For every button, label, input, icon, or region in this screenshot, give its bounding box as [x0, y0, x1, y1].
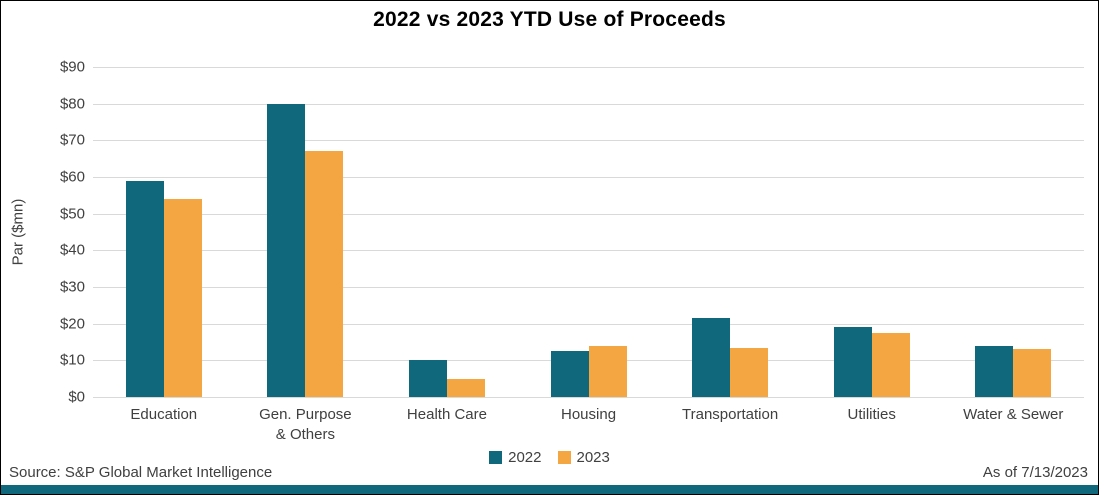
- y-tick-label: $30: [59, 278, 85, 296]
- bar-2023: [163, 199, 202, 397]
- gridline: [93, 177, 1084, 178]
- bar-2023: [305, 151, 344, 397]
- x-axis-label: Housing: [561, 406, 617, 423]
- gridline: [93, 250, 1084, 252]
- y-axis-title: Par ($mn): [1, 67, 35, 397]
- legend-label: 2022: [508, 449, 542, 466]
- legend-swatch: [489, 451, 503, 464]
- y-tick-label: $80: [59, 95, 85, 113]
- gridline: [93, 323, 1084, 325]
- x-axis-label: Education: [130, 406, 198, 423]
- legend-item: 2022: [489, 449, 542, 466]
- plot-area: [93, 67, 1084, 398]
- legend-item: 2023: [557, 449, 610, 466]
- gridline: [93, 140, 1084, 142]
- bar-2022: [833, 327, 872, 397]
- bar-group: [93, 67, 235, 397]
- gridline: [93, 287, 1084, 288]
- x-axis-label: Utilities: [847, 406, 896, 423]
- legend-swatch: [557, 451, 571, 464]
- legend: 2022 2023: [1, 449, 1098, 466]
- bar-2023: [446, 378, 485, 397]
- y-axis-title-text: Par ($mn): [9, 198, 27, 266]
- x-axis-label: Water & Sewer: [963, 406, 1064, 423]
- bar-group: [942, 67, 1084, 397]
- legend-label: 2023: [576, 449, 610, 466]
- y-tick-label: $40: [59, 241, 85, 259]
- y-tick-label: $60: [59, 168, 85, 186]
- y-axis-ticks: $0 $10 $20 $30 $40 $50 $60 $70 $80 $90: [35, 59, 93, 406]
- bar-2022: [408, 360, 447, 397]
- x-axis-labels: Education Gen. Purpose & Others Health Car…: [93, 405, 1084, 445]
- accent-strip: [1, 485, 1098, 494]
- gridline: [93, 213, 1084, 215]
- bar-2022: [550, 351, 589, 397]
- bar-group: [518, 67, 660, 397]
- bar-2022: [975, 345, 1014, 397]
- bar-group: [376, 67, 518, 397]
- y-tick-label: $0: [68, 388, 85, 406]
- x-axis-label: Transportation: [682, 406, 779, 423]
- y-tick-label: $10: [59, 351, 85, 369]
- y-tick-label: $70: [59, 131, 85, 149]
- bar-group: [235, 67, 377, 397]
- bar-groups: [93, 67, 1084, 397]
- bar-2023: [1013, 349, 1052, 397]
- y-tick-label: $20: [59, 315, 85, 333]
- chart-area: Par ($mn) $0 $10 $20 $30 $40 $50 $60 $70 $80 $90: [1, 59, 1098, 406]
- gridline: [93, 67, 1084, 68]
- bar-group: [659, 67, 801, 397]
- x-axis-label: Gen. Purpose & Others: [259, 406, 352, 443]
- bar-2022: [267, 103, 306, 397]
- bar-2023: [730, 347, 769, 397]
- source-text: Source: S&P Global Market Intelligence: [9, 464, 273, 481]
- bar-2022: [125, 180, 164, 397]
- y-tick-label: $90: [59, 58, 85, 76]
- bar-2022: [692, 318, 731, 397]
- as-of-text: As of 7/13/2023: [982, 464, 1088, 481]
- x-axis-label: Health Care: [406, 406, 487, 423]
- bar-2023: [588, 345, 627, 397]
- footer: Source: S&P Global Market Intelligence A…: [9, 464, 1088, 481]
- bar-2023: [871, 332, 910, 397]
- bar-group: [801, 67, 943, 397]
- y-tick-label: $50: [59, 205, 85, 223]
- gridline: [93, 397, 1084, 398]
- gridline: [93, 103, 1084, 105]
- chart-title: 2022 vs 2023 YTD Use of Proceeds: [373, 8, 726, 31]
